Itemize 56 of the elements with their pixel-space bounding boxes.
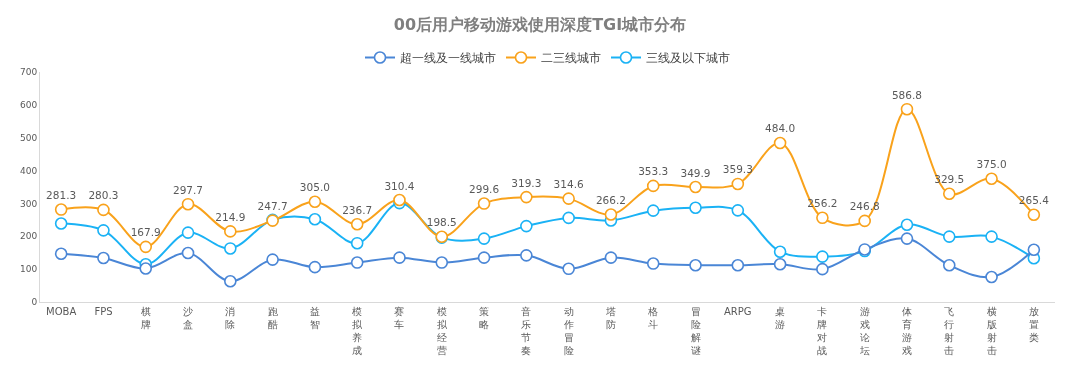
data-label: 359.3 <box>722 163 753 176</box>
x-tick-label: 益智 <box>309 306 320 330</box>
chart-title: 00后用户移动游戏使用深度TGI城市分布 <box>393 15 687 35</box>
data-label: 319.3 <box>511 176 542 189</box>
data-label: 484.0 <box>765 122 796 135</box>
y-tick-label: 400 <box>20 165 38 176</box>
x-tick-label: 模拟养成 <box>352 306 364 356</box>
legend-label: 三线及以下城市 <box>646 51 730 66</box>
x-tick-label: 横版射击 <box>986 306 997 356</box>
data-label: 305.0 <box>299 181 330 194</box>
x-tick-label: 冒险解谜 <box>690 306 701 356</box>
data-label: 236.7 <box>342 203 373 216</box>
data-label: 266.2 <box>595 194 626 207</box>
x-tick-label: MOBA <box>46 306 77 317</box>
x-tick-label: 桌游 <box>775 306 786 330</box>
data-label: 349.9 <box>680 166 711 179</box>
y-tick-label: 500 <box>20 132 38 143</box>
data-label: 280.3 <box>88 189 119 202</box>
x-tick-label: 策略 <box>479 306 490 330</box>
x-tick-label: 游戏论坛 <box>858 306 870 356</box>
x-tick-label: 音乐节奏 <box>521 306 532 356</box>
data-label: 297.7 <box>172 183 204 196</box>
data-label: 375.0 <box>976 158 1007 171</box>
x-tick-label: 模拟经营 <box>436 306 448 356</box>
x-tick-label: 赛车 <box>394 306 405 330</box>
data-label: 586.8 <box>891 88 923 101</box>
x-tick-label: 飞行射击 <box>944 306 955 356</box>
data-label: 198.5 <box>426 216 457 229</box>
data-label: 353.3 <box>638 165 669 178</box>
x-tick-label: 跑酷 <box>267 306 278 330</box>
x-tick-label: 塔防 <box>604 306 616 330</box>
x-tick-label: 体育游戏 <box>901 306 912 356</box>
data-label: 247.7 <box>257 200 288 213</box>
x-tick-label: 动作冒险 <box>562 306 574 356</box>
legend-label: 二三线城市 <box>541 51 601 66</box>
x-tick-label: ARPG <box>724 306 752 317</box>
x-tick-label: 棋牌 <box>140 306 151 330</box>
y-tick-label: 200 <box>20 231 38 242</box>
data-label: 299.6 <box>469 183 500 196</box>
x-tick-label: 卡牌对战 <box>817 306 828 356</box>
y-tick-label: 700 <box>20 67 38 78</box>
x-tick-label: 格斗 <box>647 306 659 330</box>
data-label: 214.9 <box>215 210 246 223</box>
data-label: 310.4 <box>384 179 415 192</box>
data-label: 281.3 <box>46 189 77 202</box>
x-tick-label: 消除 <box>225 306 236 330</box>
x-tick-label: 沙盒 <box>183 306 194 330</box>
data-label: 314.6 <box>553 178 584 191</box>
data-label: 167.9 <box>130 226 161 239</box>
y-tick-label: 100 <box>20 264 38 275</box>
y-tick-label: 300 <box>20 198 38 209</box>
y-tick-label: 0 <box>31 297 38 308</box>
x-tick-label: 放置类 <box>1028 306 1039 343</box>
legend-label: 超一线及一线城市 <box>400 51 496 66</box>
y-tick-label: 600 <box>20 100 38 111</box>
x-tick-label: FPS <box>94 306 113 317</box>
